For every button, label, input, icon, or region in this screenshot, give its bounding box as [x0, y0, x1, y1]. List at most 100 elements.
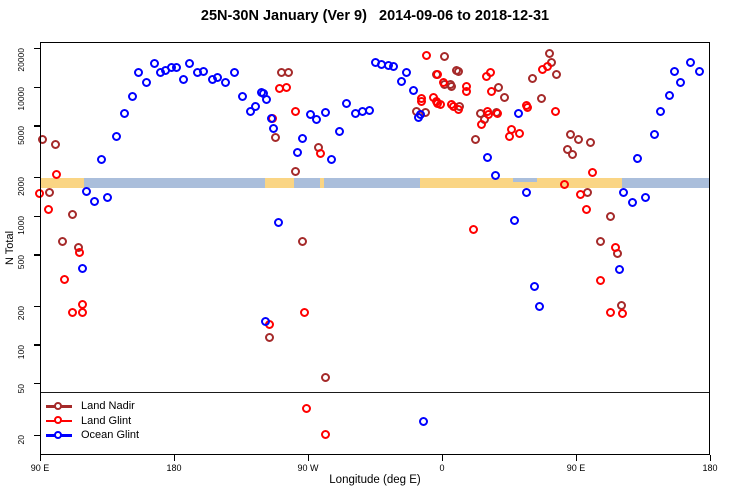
y-tick-mark	[34, 215, 40, 217]
data-point-ocean-glint	[141, 77, 151, 87]
data-point-land-glint	[320, 429, 330, 439]
data-point-ocean-glint	[119, 108, 129, 118]
data-point-ocean-glint	[388, 61, 398, 71]
data-point-ocean-glint	[415, 110, 425, 120]
data-point-land-nadir	[270, 132, 280, 142]
data-point-land-glint	[43, 205, 53, 215]
x-axis-label: Longitude (deg E)	[329, 474, 421, 486]
data-point-ocean-glint	[694, 66, 704, 76]
data-point-land-glint	[315, 148, 325, 158]
data-point-land-nadir	[50, 139, 60, 149]
data-point-ocean-glint	[529, 281, 539, 291]
x-tick-mark	[39, 455, 41, 461]
land-nadir-marker-icon	[46, 400, 72, 412]
data-point-ocean-glint	[297, 134, 307, 144]
data-point-land-nadir	[57, 236, 67, 246]
data-point-ocean-glint	[675, 77, 685, 87]
chart-title: 25N-30N January (Ver 9) 2014-09-06 to 20…	[200, 8, 550, 24]
data-point-land-glint	[617, 308, 627, 318]
data-point-land-glint	[468, 225, 478, 235]
data-point-ocean-glint	[261, 94, 271, 104]
x-tick-mark	[575, 455, 577, 461]
data-point-ocean-glint	[632, 153, 642, 163]
y-tick-mark	[34, 254, 40, 256]
data-point-land-glint	[610, 243, 620, 253]
data-point-land-glint	[421, 51, 431, 61]
data-point-land-glint	[453, 104, 463, 114]
data-point-ocean-glint	[311, 114, 321, 124]
y-tick-mark	[34, 176, 40, 178]
surface-band-land-segment	[319, 177, 324, 188]
data-point-ocean-glint	[292, 147, 302, 157]
data-point-ocean-glint	[669, 66, 679, 76]
data-point-land-nadir	[573, 134, 583, 144]
data-point-land-nadir	[283, 67, 293, 77]
data-point-ocean-glint	[614, 264, 624, 274]
x-tick-label: 180	[702, 463, 718, 473]
data-point-land-nadir	[37, 134, 47, 144]
data-point-land-glint	[575, 189, 585, 199]
data-point-ocean-glint	[171, 62, 181, 72]
data-point-land-glint	[461, 86, 471, 96]
data-point-ocean-glint	[649, 130, 659, 140]
data-point-land-glint	[432, 69, 442, 79]
ocean-glint-marker-icon	[46, 429, 72, 441]
data-point-ocean-glint	[685, 57, 695, 67]
data-point-ocean-glint	[133, 67, 143, 77]
data-point-ocean-glint	[212, 73, 222, 83]
data-point-land-nadir	[565, 130, 575, 140]
data-point-ocean-glint	[237, 92, 247, 102]
data-point-land-glint	[550, 107, 560, 117]
data-point-land-glint	[595, 276, 605, 286]
y-tick-mark	[34, 344, 40, 346]
legend: Land Nadir Land Glint Ocean Glint	[46, 399, 139, 443]
surface-band-ocean-notch	[512, 177, 537, 183]
data-point-ocean-glint	[178, 75, 188, 84]
data-point-land-nadir	[470, 134, 480, 144]
data-point-ocean-glint	[334, 126, 344, 136]
data-point-land-glint	[34, 188, 44, 198]
data-point-land-nadir	[527, 73, 537, 83]
x-tick-mark	[307, 455, 309, 461]
data-point-ocean-glint	[534, 301, 544, 311]
x-tick-mark	[709, 455, 711, 461]
data-point-land-nadir	[320, 373, 330, 383]
y-tick-label: 100	[16, 344, 26, 360]
data-point-land-nadir	[297, 236, 307, 246]
data-point-land-nadir	[264, 332, 274, 342]
land-glint-marker-icon	[46, 415, 72, 427]
data-point-ocean-glint	[77, 263, 87, 273]
data-point-ocean-glint	[229, 67, 239, 77]
data-point-land-nadir	[453, 66, 463, 76]
data-point-land-glint	[67, 307, 77, 317]
x-tick-label: 90 E	[566, 463, 586, 473]
y-tick-label: 20	[16, 435, 26, 445]
data-point-land-glint	[77, 307, 87, 317]
data-point-ocean-glint	[509, 215, 519, 225]
data-point-land-glint	[51, 170, 61, 180]
data-point-land-glint	[59, 274, 69, 284]
data-point-land-nadir	[44, 187, 54, 197]
surface-band-ocean-segment	[83, 177, 265, 188]
y-tick-label: 200	[16, 306, 26, 321]
y-tick-label: 500	[16, 254, 26, 270]
data-point-land-glint	[74, 247, 84, 257]
plot-border	[40, 42, 710, 455]
data-point-ocean-glint	[96, 154, 106, 164]
data-point-land-nadir	[567, 149, 577, 159]
y-tick-label: 5000	[16, 125, 26, 145]
data-point-land-glint	[299, 307, 309, 317]
y-tick-mark	[34, 47, 40, 50]
data-point-land-glint	[486, 86, 496, 96]
y-tick-label: 50	[16, 383, 26, 394]
data-point-land-nadir	[290, 166, 300, 176]
data-point-land-glint	[438, 77, 448, 87]
surface-band-land-segment	[264, 177, 294, 188]
data-point-land-nadir	[595, 236, 605, 246]
data-point-land-glint	[301, 403, 311, 413]
data-point-ocean-glint	[618, 187, 628, 197]
data-point-land-glint	[476, 119, 486, 129]
legend-label: Ocean Glint	[81, 429, 140, 441]
data-point-ocean-glint	[640, 192, 650, 202]
legend-label: Land Nadir	[81, 400, 135, 412]
